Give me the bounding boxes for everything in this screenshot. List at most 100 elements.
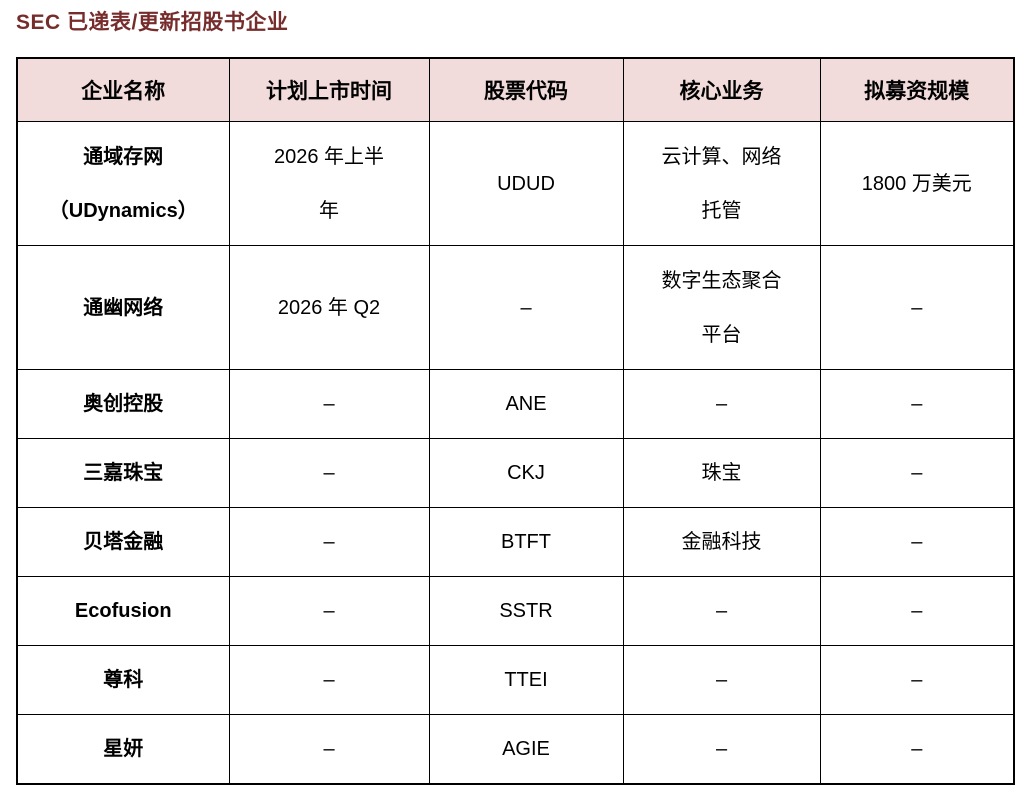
cell-listing-time: – bbox=[228, 507, 430, 577]
table-row: 贝塔金融 – BTFT 金融科技 – bbox=[16, 507, 1015, 577]
cell-company-name: 贝塔金融 bbox=[16, 507, 230, 577]
cell-listing-time: 2026 年上半 年 bbox=[228, 121, 430, 246]
cell-text: 1800 万美元 bbox=[861, 172, 972, 195]
cell-text: – bbox=[715, 737, 728, 760]
cell-text: – bbox=[911, 600, 923, 622]
cell-text: 星妍 bbox=[103, 737, 144, 760]
cell-text: AGIE bbox=[502, 737, 550, 760]
cell-text: SSTR bbox=[499, 600, 553, 622]
cell-text: – bbox=[911, 737, 923, 760]
cell-ticker: SSTR bbox=[428, 576, 624, 646]
column-header-ticker: 股票代码 bbox=[428, 57, 624, 122]
cell-ticker: TTEI bbox=[428, 645, 624, 715]
cell-text: CKJ bbox=[507, 462, 545, 484]
cell-core-business: – bbox=[622, 576, 821, 646]
cell-raise-size: – bbox=[819, 245, 1015, 370]
cell-text: 2026 年 Q2 bbox=[277, 296, 381, 319]
cell-text: 云计算、网络 bbox=[661, 145, 782, 168]
cell-text: 尊科 bbox=[103, 669, 144, 691]
cell-core-business: 金融科技 bbox=[622, 507, 821, 577]
cell-text: – bbox=[323, 393, 335, 415]
cell-listing-time: – bbox=[228, 714, 430, 784]
cell-core-business: – bbox=[622, 369, 821, 439]
cell-ticker: BTFT bbox=[428, 507, 624, 577]
cell-text: ANE bbox=[505, 393, 547, 415]
cell-ticker: ANE bbox=[428, 369, 624, 439]
cell-core-business: 珠宝 bbox=[622, 438, 821, 508]
table-row: 三嘉珠宝 – CKJ 珠宝 – bbox=[16, 438, 1015, 508]
cell-text: – bbox=[715, 393, 728, 415]
cell-raise-size: – bbox=[819, 369, 1015, 439]
cell-ticker: AGIE bbox=[428, 714, 624, 784]
column-header-listing-time: 计划上市时间 bbox=[228, 57, 430, 122]
cell-raise-size: – bbox=[819, 645, 1015, 715]
cell-text: Ecofusion bbox=[74, 600, 172, 622]
cell-text: – bbox=[911, 393, 923, 415]
cell-text: 年 bbox=[319, 199, 339, 222]
cell-text: 珠宝 bbox=[701, 462, 742, 484]
page-title: SEC 已递表/更新招股书企业 bbox=[16, 11, 289, 34]
cell-text: 通域存网 bbox=[83, 145, 164, 168]
cell-text: – bbox=[715, 669, 728, 691]
cell-company-name: 星妍 bbox=[16, 714, 230, 784]
cell-listing-time: – bbox=[228, 645, 430, 715]
cell-raise-size: – bbox=[819, 438, 1015, 508]
cell-core-business: 云计算、网络 托管 bbox=[622, 121, 821, 246]
ipo-filings-table: 企业名称 计划上市时间 股票代码 核心业务 拟募资规模 通域存网 （UDynam… bbox=[16, 57, 1015, 785]
cell-company-name: 通幽网络 bbox=[16, 245, 230, 370]
cell-text: BTFT bbox=[501, 531, 551, 553]
cell-text: – bbox=[520, 296, 532, 319]
cell-listing-time: – bbox=[228, 438, 430, 508]
cell-text: （UDynamics） bbox=[48, 199, 198, 222]
cell-text: 平台 bbox=[701, 323, 742, 346]
cell-ticker: CKJ bbox=[428, 438, 624, 508]
table-header-row: 企业名称 计划上市时间 股票代码 核心业务 拟募资规模 bbox=[16, 57, 1015, 122]
cell-text: – bbox=[911, 531, 923, 553]
cell-company-name: Ecofusion bbox=[16, 576, 230, 646]
cell-text: – bbox=[323, 531, 335, 553]
column-header-raise-size: 拟募资规模 bbox=[819, 57, 1015, 122]
cell-text: 三嘉珠宝 bbox=[83, 462, 164, 484]
cell-company-name: 三嘉珠宝 bbox=[16, 438, 230, 508]
cell-listing-time: – bbox=[228, 369, 430, 439]
cell-raise-size: – bbox=[819, 714, 1015, 784]
cell-text: – bbox=[323, 669, 335, 691]
cell-text: – bbox=[911, 296, 923, 319]
cell-company-name: 尊科 bbox=[16, 645, 230, 715]
cell-text: – bbox=[323, 737, 335, 760]
cell-listing-time: – bbox=[228, 576, 430, 646]
cell-text: – bbox=[715, 600, 728, 622]
cell-text: 托管 bbox=[701, 199, 742, 222]
column-header-core-business: 核心业务 bbox=[622, 57, 821, 122]
cell-text: 贝塔金融 bbox=[83, 531, 164, 553]
table-row: 奥创控股 – ANE – – bbox=[16, 369, 1015, 439]
cell-text: – bbox=[911, 669, 923, 691]
cell-text: 奥创控股 bbox=[83, 393, 164, 415]
cell-core-business: – bbox=[622, 714, 821, 784]
cell-company-name: 通域存网 （UDynamics） bbox=[16, 121, 230, 246]
cell-company-name: 奥创控股 bbox=[16, 369, 230, 439]
column-header-company: 企业名称 bbox=[16, 57, 230, 122]
table-row: 通幽网络 2026 年 Q2 – 数字生态聚合 平台 – bbox=[16, 245, 1015, 370]
cell-text: – bbox=[911, 462, 923, 484]
cell-ticker: – bbox=[428, 245, 624, 370]
cell-raise-size: 1800 万美元 bbox=[819, 121, 1015, 246]
table-row: 尊科 – TTEI – – bbox=[16, 645, 1015, 715]
cell-text: 数字生态聚合 bbox=[661, 269, 782, 292]
cell-text: 2026 年上半 bbox=[273, 145, 385, 168]
cell-raise-size: – bbox=[819, 576, 1015, 646]
cell-core-business: 数字生态聚合 平台 bbox=[622, 245, 821, 370]
cell-raise-size: – bbox=[819, 507, 1015, 577]
cell-text: 通幽网络 bbox=[83, 296, 164, 319]
cell-listing-time: 2026 年 Q2 bbox=[228, 245, 430, 370]
table-row: 星妍 – AGIE – – bbox=[16, 714, 1015, 784]
table-row: Ecofusion – SSTR – – bbox=[16, 576, 1015, 646]
cell-text: 金融科技 bbox=[681, 531, 762, 553]
cell-ticker: UDUD bbox=[428, 121, 624, 246]
table-row: 通域存网 （UDynamics） 2026 年上半 年 UDUD 云计算、网络 … bbox=[16, 121, 1015, 246]
cell-core-business: – bbox=[622, 645, 821, 715]
cell-text: – bbox=[323, 600, 335, 622]
cell-text: – bbox=[323, 462, 335, 484]
cell-text: TTEI bbox=[504, 669, 548, 691]
